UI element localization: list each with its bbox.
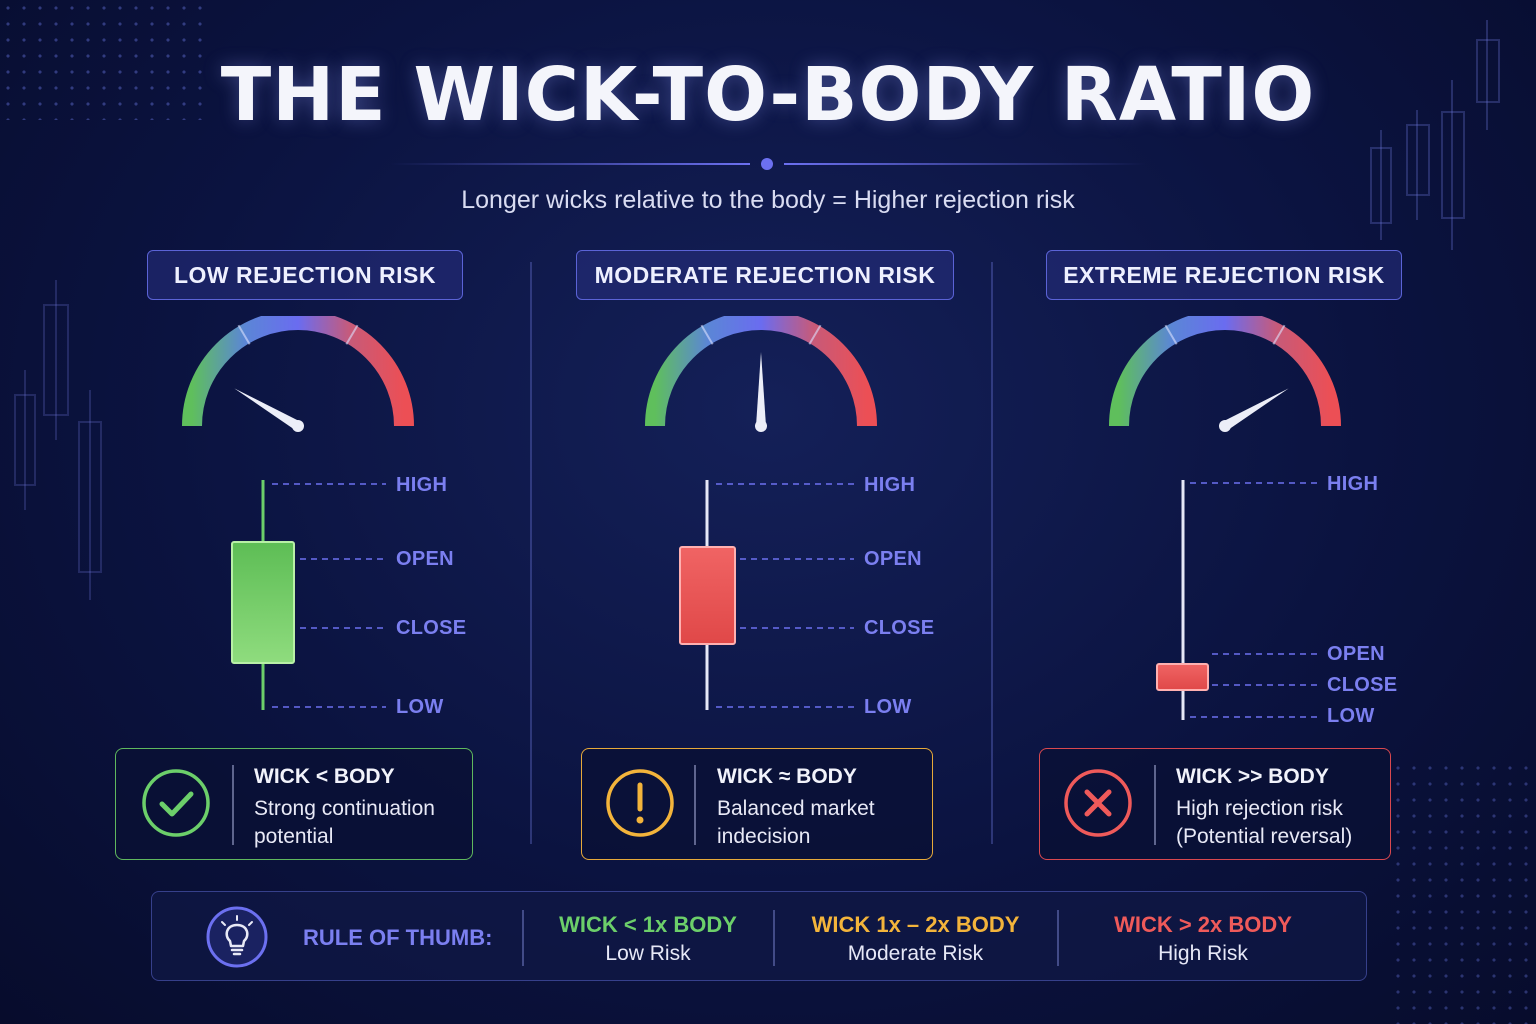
rule-of-thumb-bar: RULE OF THUMB: WICK < 1x BODY Low Risk W… (151, 891, 1367, 981)
level-label-low: LOW (864, 696, 912, 718)
title-divider (390, 158, 1146, 170)
rule-high-title: WICK > 2x BODY (1114, 912, 1292, 937)
card-description: Strong continuation potential (254, 797, 435, 848)
gauge-tick (700, 324, 714, 345)
risk-gauge-moderate (645, 316, 877, 432)
rule-low-description: Low Risk (605, 942, 691, 965)
summary-card-extreme: WICK >> BODY High rejection risk (Potent… (1039, 748, 1391, 860)
rule-moderate-title: WICK 1x – 2x BODY (811, 912, 1020, 937)
level-label-open: OPEN (864, 548, 922, 570)
candlestick-extreme (1156, 480, 1318, 720)
card-separator (232, 765, 234, 845)
exclamation-circle-icon (606, 769, 674, 837)
level-label-low: LOW (1327, 705, 1375, 727)
level-label-high: HIGH (1327, 473, 1379, 495)
gauge-tick (1272, 324, 1286, 345)
level-label-high: HIGH (864, 474, 916, 496)
card-title: WICK ≈ BODY (717, 765, 857, 788)
gauge-hub (755, 420, 767, 432)
rule-separator (773, 910, 775, 966)
level-label-open: OPEN (1327, 643, 1385, 665)
summary-card-low: WICK < BODY Strong continuation potentia… (115, 748, 473, 860)
card-title: WICK < BODY (254, 765, 395, 788)
column-divider (991, 262, 993, 844)
risk-gauge-low (182, 316, 414, 432)
page-title: THE WICK-TO-BODY RATIO (220, 52, 1316, 138)
lightbulb-icon (206, 906, 268, 968)
rule-low-title: WICK < 1x BODY (559, 912, 737, 937)
level-label-close: CLOSE (396, 617, 467, 639)
gauge-hub (292, 420, 304, 432)
page-subtitle: Longer wicks relative to the body = High… (461, 186, 1075, 214)
summary-card-moderate: WICK ≈ BODY Balanced market indecision (581, 748, 933, 860)
gauge-needle (1222, 388, 1289, 431)
rule-moderate-description: Moderate Risk (847, 942, 984, 965)
gauge-tick (808, 324, 822, 345)
gauge-arc (645, 316, 877, 427)
dot-pattern-bottom-right (1390, 760, 1536, 1024)
check-circle-icon (142, 769, 210, 837)
card-separator (694, 765, 696, 845)
card-title: WICK >> BODY (1176, 765, 1329, 788)
gauge-needle (234, 388, 301, 431)
background-candles-right (1370, 20, 1500, 250)
background-candles-left (14, 280, 102, 600)
level-label-open: OPEN (396, 548, 454, 570)
card-description: Balanced market indecision (717, 797, 875, 848)
card-separator (1154, 765, 1156, 845)
panel-label-low: LOW REJECTION RISK (147, 250, 463, 300)
gauge-arc (182, 316, 414, 427)
gauge-arc (1109, 316, 1341, 427)
risk-gauge-extreme (1109, 316, 1341, 432)
level-label-low: LOW (396, 696, 444, 718)
gauge-tick (237, 324, 251, 345)
level-label-close: CLOSE (1327, 674, 1398, 696)
gauge-needle (756, 352, 766, 426)
gauge-tick (345, 324, 359, 345)
panel-label-extreme: EXTREME REJECTION RISK (1046, 250, 1402, 300)
candlestick-low (231, 480, 386, 710)
card-description: High rejection risk (Potential reversal) (1176, 797, 1353, 848)
rule-separator (1057, 910, 1059, 966)
column-divider (530, 262, 532, 844)
rule-high-description: High Risk (1158, 942, 1248, 965)
dot-pattern-top-left (0, 0, 210, 120)
x-circle-icon (1064, 769, 1132, 837)
gauge-tick (1164, 324, 1178, 345)
panel-label-moderate: MODERATE REJECTION RISK (576, 250, 954, 300)
rule-separator (522, 910, 524, 966)
rule-of-thumb-label: RULE OF THUMB: (303, 925, 493, 950)
level-label-high: HIGH (396, 474, 448, 496)
gauge-hub (1219, 420, 1231, 432)
level-label-close: CLOSE (864, 617, 935, 639)
candlestick-moderate (679, 480, 854, 710)
